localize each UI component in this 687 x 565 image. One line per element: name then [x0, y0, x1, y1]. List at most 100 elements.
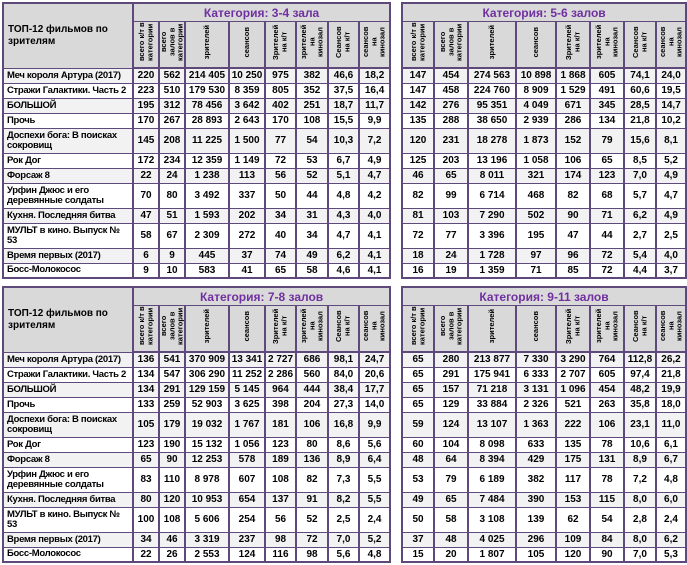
data-cell: 10 898 — [515, 67, 556, 83]
column-header: всего залов в категории — [433, 21, 468, 69]
data-cell: 254 — [228, 506, 265, 532]
data-cell: 123 — [264, 436, 296, 452]
data-cell: 633 — [515, 436, 556, 452]
data-cell: 19,5 — [654, 82, 687, 98]
column-header: зрителей на кинозал — [295, 305, 328, 353]
data-cell: 18,7 — [327, 97, 359, 113]
data-cell: 136 — [295, 451, 328, 467]
data-cell: 49 — [401, 491, 434, 507]
data-cell: 50 — [264, 182, 296, 208]
data-cell: 15 132 — [184, 436, 229, 452]
data-cell: 6 714 — [467, 182, 516, 208]
table-row: 147 458 224 760 8 909 1 529 491 60,6 19,5 — [401, 82, 687, 98]
table-row: Форсаж 8 22 24 1 238 113 56 52 5,1 4,7 — [2, 167, 391, 183]
data-cell: 1 767 — [228, 411, 265, 437]
data-cell: 131 — [589, 451, 624, 467]
data-cell: 3 625 — [228, 396, 265, 412]
column-header-label: всего к/т в категории — [408, 22, 426, 62]
data-cell: 90 — [589, 546, 624, 562]
data-cell: 3,7 — [654, 262, 687, 278]
film-name-cell: БОЛЬШОЙ — [2, 97, 133, 113]
data-cell: 454 — [433, 67, 468, 83]
data-cell: 54 — [589, 506, 624, 532]
data-cell: 1 500 — [228, 127, 265, 153]
data-cell: 106 — [589, 411, 624, 437]
data-cell: 152 — [555, 127, 590, 153]
column-header: Зрителей на к/т — [555, 21, 590, 69]
data-cell: 4,8 — [655, 466, 686, 492]
data-cell: 170 — [132, 112, 159, 128]
column-header: Сеансов на к/т — [327, 305, 359, 353]
table-header: Категория: 5-6 залов всего к/т в категори… — [400, 2, 687, 69]
data-cell: 370 909 — [184, 351, 229, 367]
data-cell: 82 — [295, 466, 328, 492]
data-cell: 15,5 — [327, 112, 359, 128]
data-cell: 4 049 — [515, 97, 556, 113]
data-cell: 280 — [433, 351, 468, 367]
column-header-label: зрителей на кинозал — [593, 308, 620, 344]
data-cell: 5,1 — [327, 167, 359, 183]
data-cell: 103 — [433, 207, 468, 223]
film-name-cell: Босс-Молокосос — [2, 262, 133, 278]
data-cell: 48,2 — [623, 381, 656, 397]
data-table: Категория: 5-6 залов всего к/т в категори… — [400, 2, 687, 279]
data-cell: 170 — [264, 112, 296, 128]
column-header-label: всего залов в категории — [159, 307, 185, 345]
data-cell: 4,3 — [327, 207, 359, 223]
data-cell: 133 — [132, 396, 159, 412]
table-row: БОЛЬШОЙ 195 312 78 456 3 642 402 251 18,7 11,7 — [2, 97, 391, 113]
film-name-cell: Рок Дог — [2, 436, 133, 452]
data-cell: 91 — [295, 491, 328, 507]
table-row: 125 203 13 196 1 058 106 65 8,5 5,2 — [401, 152, 687, 168]
data-cell: 67 — [158, 222, 185, 248]
data-cell: 20 — [433, 546, 468, 562]
data-cell: 6,7 — [327, 152, 359, 168]
title-row: Категория: 9-11 залов — [401, 286, 686, 306]
data-cell: 1 363 — [515, 411, 556, 437]
data-cell: 5,6 — [327, 546, 359, 562]
table-row: 65 291 175 941 6 333 2 707 605 97,4 21,8 — [401, 366, 686, 382]
data-cell: 22 — [132, 167, 159, 183]
film-name-cell: Босс-Молокосос — [2, 546, 133, 562]
data-cell: 195 — [515, 222, 556, 248]
data-cell: 51 — [158, 207, 185, 223]
column-header-label: всего к/т в категории — [136, 22, 154, 62]
data-cell: 458 — [433, 82, 468, 98]
data-cell: 4,1 — [357, 262, 391, 278]
data-cell: 1 238 — [184, 167, 229, 183]
data-cell: 112,8 — [623, 351, 656, 367]
column-header: Сеансов на к/т — [623, 21, 656, 69]
column-header-row: всего к/т в категории всего залов в катег… — [3, 305, 391, 353]
data-cell: 1 728 — [467, 247, 516, 263]
title-row: Категория: 5-6 залов — [400, 2, 687, 22]
data-table: Категория: 9-11 залов всего к/т в категор… — [401, 286, 687, 563]
data-cell: 4,1 — [357, 222, 391, 248]
data-cell: 12 359 — [184, 152, 229, 168]
data-cell: 3 642 — [228, 97, 265, 113]
column-header: всего залов в категории — [158, 21, 185, 69]
table-row: Стражи Галактики. Часть 2 134 547 306 290 11… — [2, 366, 391, 382]
data-cell: 521 — [555, 396, 590, 412]
data-cell: 541 — [158, 351, 185, 367]
column-header: сеансов — [228, 305, 265, 353]
data-cell: 1 873 — [515, 127, 556, 153]
data-cell: 34 — [132, 531, 159, 547]
data-cell: 123 — [132, 436, 159, 452]
data-cell: 7 330 — [515, 351, 556, 367]
data-cell: 139 — [515, 506, 556, 532]
data-cell: 2 326 — [515, 396, 556, 412]
data-cell: 3 131 — [515, 381, 556, 397]
data-cell: 5,5 — [357, 491, 391, 507]
column-header-label: зрителей — [201, 308, 211, 344]
data-cell: 41 — [228, 262, 265, 278]
table-category-9-11-halls: Категория: 9-11 залов всего к/т в категор… — [401, 286, 687, 563]
data-cell: 65 — [401, 381, 434, 397]
data-cell: 113 — [228, 167, 265, 183]
column-header: сеансов на кинозал — [654, 21, 687, 69]
data-cell: 510 — [158, 82, 185, 98]
data-table: ТОП-12 фильмов по зрителям Категория: 3-4… — [2, 2, 392, 279]
data-cell: 8 011 — [467, 167, 516, 183]
table-row: Урфин Джюс и его деревянные солдаты 70 80 3… — [2, 182, 391, 208]
column-header-row: всего к/т в категории всего залов в катег… — [401, 21, 687, 69]
film-name-cell: Кухня. Последняя битва — [2, 207, 133, 223]
